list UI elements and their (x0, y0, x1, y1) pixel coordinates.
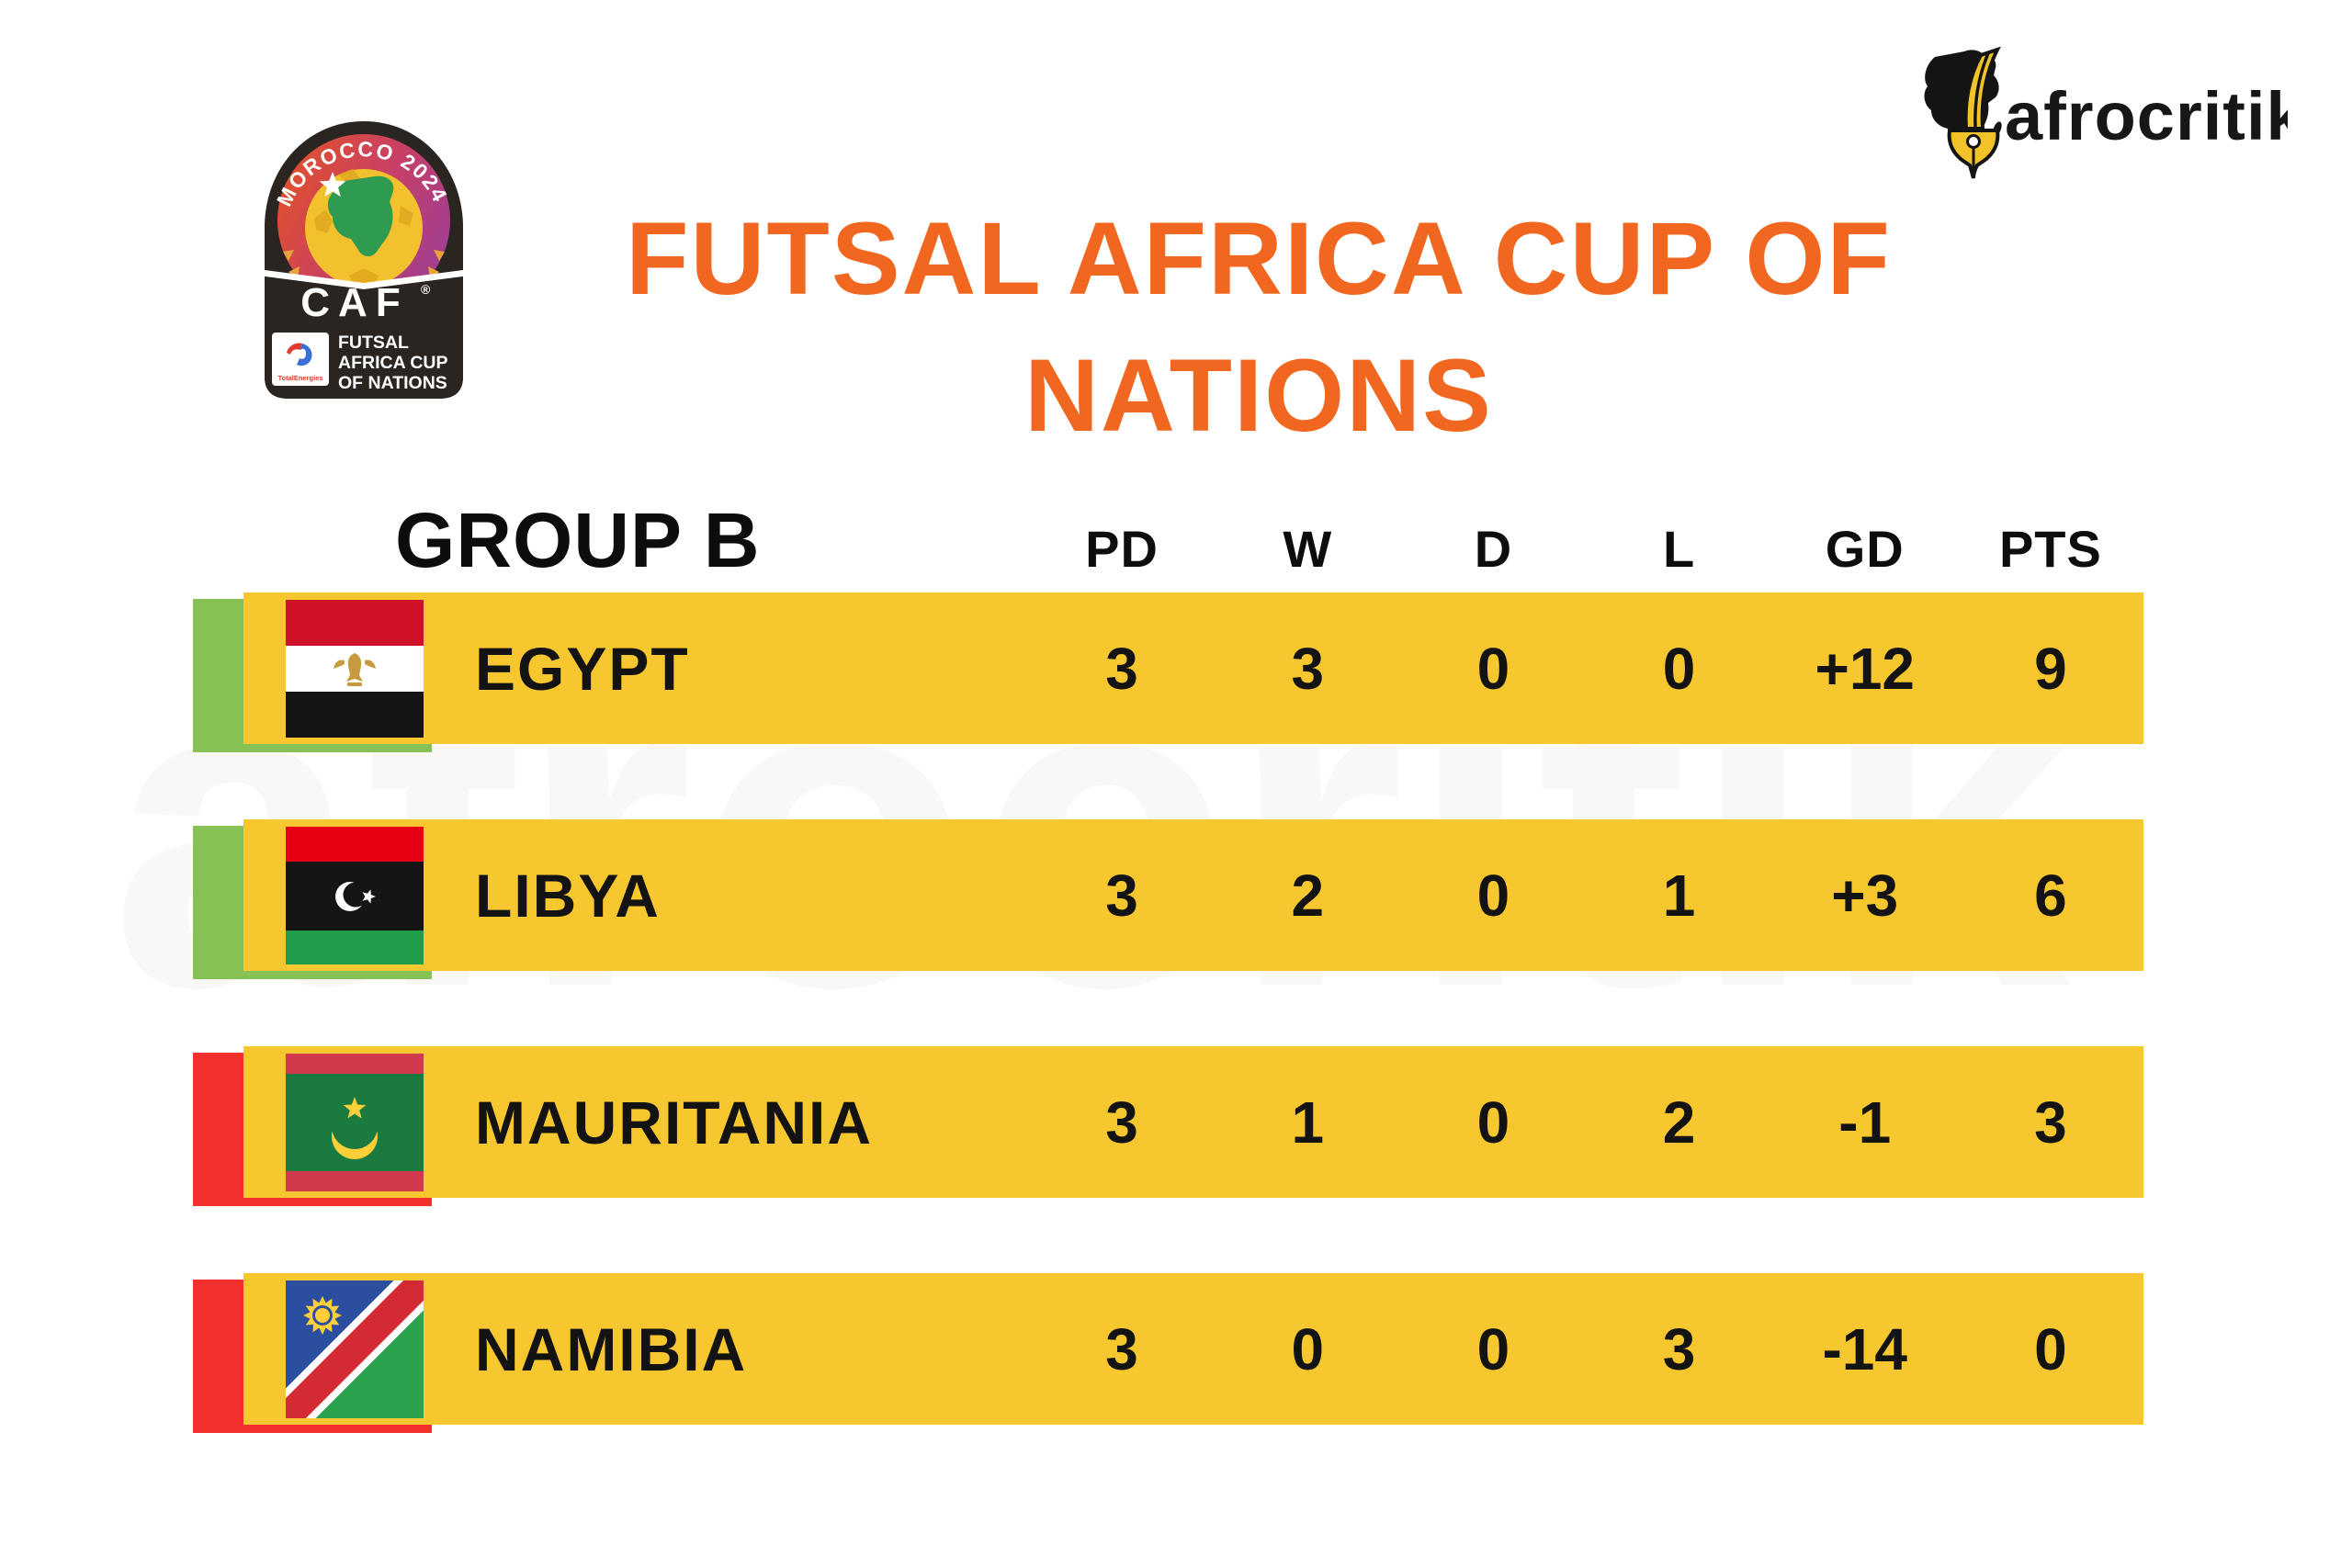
badge-competition-name: FUTSAL AFRICA CUP OF NATIONS (338, 333, 448, 393)
stat-l: 3 (1662, 1315, 1696, 1382)
team-name: NAMIBIA (475, 1314, 748, 1383)
col-header-pts: PTS (1998, 520, 2102, 578)
caf-tournament-badge: MOROCCO 2024 CAF ® TotalEnergies FUTSAL … (265, 121, 463, 399)
badge-chevron-divider (265, 270, 463, 289)
team-name: MAURITANIA (475, 1088, 874, 1156)
table-row-mauritania: MAURITANIA 3 1 0 2 -1 3 (193, 1046, 2143, 1206)
mauritania-flag (286, 1053, 424, 1191)
crescent-star (362, 888, 376, 904)
stat-w: 3 (1291, 635, 1325, 702)
stat-pts: 6 (2034, 862, 2067, 929)
stat-w: 1 (1291, 1089, 1325, 1156)
badge-line-2: AFRICA CUP (338, 353, 448, 373)
page-title-line-1: FUTSAL AFRICA CUP OF (626, 201, 1892, 316)
badge-line-3: OF NATIONS (338, 373, 447, 393)
stat-l: 2 (1662, 1089, 1696, 1156)
table-row-egypt: EGYPT 3 3 0 0 +12 9 (193, 592, 2143, 752)
col-header-w: W (1283, 520, 1333, 578)
table-header-row: GROUP B PD W D L GD PTS (243, 476, 2143, 579)
stat-gd: +12 (1815, 635, 1916, 702)
stat-pd: 3 (1105, 1089, 1138, 1156)
stat-pts: 3 (2034, 1089, 2067, 1156)
stat-l: 0 (1662, 635, 1696, 702)
afrocritik-logo: afrocritik (1924, 46, 2288, 179)
badge-line-1: FUTSAL (338, 333, 409, 353)
pen-icon (1947, 46, 2001, 179)
stat-gd: -1 (1838, 1089, 1892, 1156)
stat-pd: 3 (1105, 635, 1138, 702)
stat-w: 0 (1291, 1315, 1325, 1382)
team-name: LIBYA (475, 861, 661, 930)
sun-emblem (303, 1295, 342, 1335)
brand-wordmark: afrocritik (2005, 78, 2288, 154)
eagle-emblem (334, 652, 376, 686)
stat-d: 0 (1476, 635, 1510, 702)
stat-pts: 0 (2034, 1315, 2067, 1382)
stat-w: 2 (1291, 862, 1325, 929)
namibia-flag (286, 1280, 424, 1418)
col-header-l: L (1662, 520, 1696, 578)
stat-pd: 3 (1105, 862, 1138, 929)
stat-d: 0 (1476, 862, 1510, 929)
standings-table: GROUP B PD W D L GD PTS (193, 476, 2143, 1433)
star (343, 1096, 367, 1118)
page-title: FUTSAL AFRICA CUP OF NATIONS (514, 191, 2003, 465)
stat-pts: 9 (2034, 635, 2067, 702)
africa-on-ball (327, 175, 394, 257)
group-label: GROUP B (395, 497, 761, 583)
table-row-namibia: NAMIBIA 3 0 0 3 -14 0 (193, 1273, 2143, 1433)
badge-star (319, 172, 346, 197)
stat-gd: +3 (1831, 862, 1899, 929)
team-name: EGYPT (475, 634, 690, 703)
registered-mark: ® (421, 282, 431, 297)
sponsor-name: TotalEnergies (277, 374, 322, 382)
col-header-d: D (1474, 520, 1513, 578)
col-header-pd: PD (1085, 520, 1159, 578)
col-header-gd: GD (1825, 520, 1905, 578)
stat-l: 1 (1662, 862, 1696, 929)
stat-gd: -14 (1822, 1315, 1907, 1382)
egypt-flag (286, 599, 424, 738)
table-row-libya: LIBYA 3 2 0 1 +3 6 (193, 819, 2143, 979)
totalenergies-icon (287, 343, 312, 367)
caf-wordmark: CAF (300, 280, 408, 325)
stat-d: 0 (1476, 1315, 1510, 1382)
stat-d: 0 (1476, 1089, 1510, 1156)
stat-pd: 3 (1105, 1315, 1138, 1382)
libya-flag (286, 826, 424, 964)
page-title-line-2: NATIONS (1024, 337, 1493, 453)
